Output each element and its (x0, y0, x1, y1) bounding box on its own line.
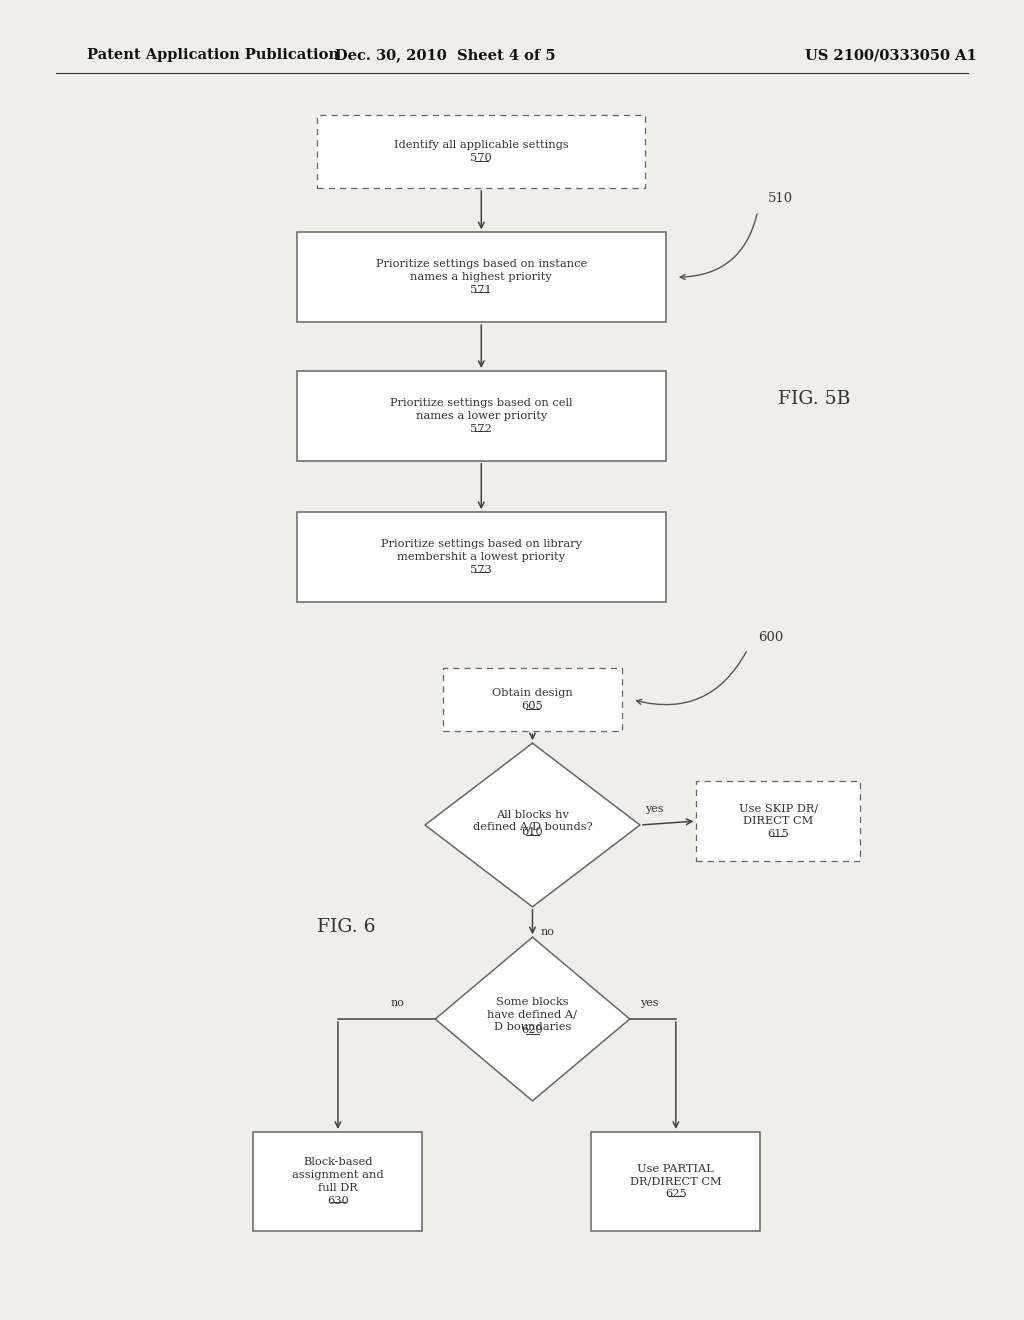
Text: Patent Application Publication: Patent Application Publication (87, 49, 339, 62)
Text: Identify all applicable settings
570: Identify all applicable settings 570 (394, 140, 568, 164)
Text: no: no (390, 998, 404, 1008)
FancyBboxPatch shape (254, 1131, 422, 1230)
FancyBboxPatch shape (297, 232, 666, 322)
Text: 620: 620 (521, 1026, 544, 1035)
Text: Prioritize settings based on instance
names a highest priority
571: Prioritize settings based on instance na… (376, 260, 587, 294)
FancyBboxPatch shape (297, 371, 666, 461)
Text: Dec. 30, 2010  Sheet 4 of 5: Dec. 30, 2010 Sheet 4 of 5 (335, 49, 556, 62)
Text: All blocks hv
defined A/D bounds?: All blocks hv defined A/D bounds? (473, 809, 592, 832)
Text: Use SKIP DR/
DIRECT CM
615: Use SKIP DR/ DIRECT CM 615 (738, 804, 818, 838)
Text: Some blocks
have defined A/
D boundaries: Some blocks have defined A/ D boundaries (487, 998, 578, 1032)
Text: yes: yes (640, 998, 658, 1008)
FancyBboxPatch shape (317, 115, 645, 187)
Polygon shape (425, 743, 640, 907)
Text: Prioritize settings based on cell
names a lower priority
572: Prioritize settings based on cell names … (390, 399, 572, 433)
Text: Use PARTIAL
DR/DIRECT CM
625: Use PARTIAL DR/DIRECT CM 625 (630, 1164, 722, 1199)
FancyBboxPatch shape (592, 1131, 760, 1230)
Text: Block-based
assignment and
full DR
630: Block-based assignment and full DR 630 (292, 1158, 384, 1205)
FancyBboxPatch shape (297, 512, 666, 602)
Text: FIG. 5B: FIG. 5B (778, 389, 851, 408)
FancyBboxPatch shape (442, 668, 622, 731)
Text: US 2100/0333050 A1: US 2100/0333050 A1 (805, 49, 977, 62)
Polygon shape (435, 937, 630, 1101)
Text: 600: 600 (758, 631, 783, 644)
FancyBboxPatch shape (696, 781, 860, 861)
Text: FIG. 6: FIG. 6 (317, 917, 376, 936)
Text: no: no (541, 927, 555, 937)
Text: Prioritize settings based on library
membershit a lowest priority
573: Prioritize settings based on library mem… (381, 540, 582, 574)
Text: 610: 610 (521, 826, 544, 837)
Text: Obtain design
605: Obtain design 605 (493, 688, 572, 711)
Text: 510: 510 (768, 191, 794, 205)
Text: yes: yes (645, 804, 664, 814)
